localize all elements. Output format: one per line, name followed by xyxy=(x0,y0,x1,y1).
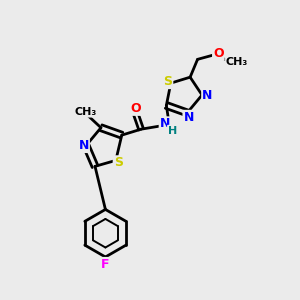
Text: CH₃: CH₃ xyxy=(226,57,248,67)
Text: N: N xyxy=(79,139,89,152)
Text: H: H xyxy=(168,126,177,136)
Text: N: N xyxy=(184,111,194,124)
Text: O: O xyxy=(213,47,224,60)
Text: N: N xyxy=(160,117,170,130)
Text: O: O xyxy=(130,102,141,115)
Text: S: S xyxy=(163,75,172,88)
Text: N: N xyxy=(202,88,213,101)
Text: F: F xyxy=(101,258,110,271)
Text: CH₃: CH₃ xyxy=(74,107,96,117)
Text: S: S xyxy=(114,156,123,169)
